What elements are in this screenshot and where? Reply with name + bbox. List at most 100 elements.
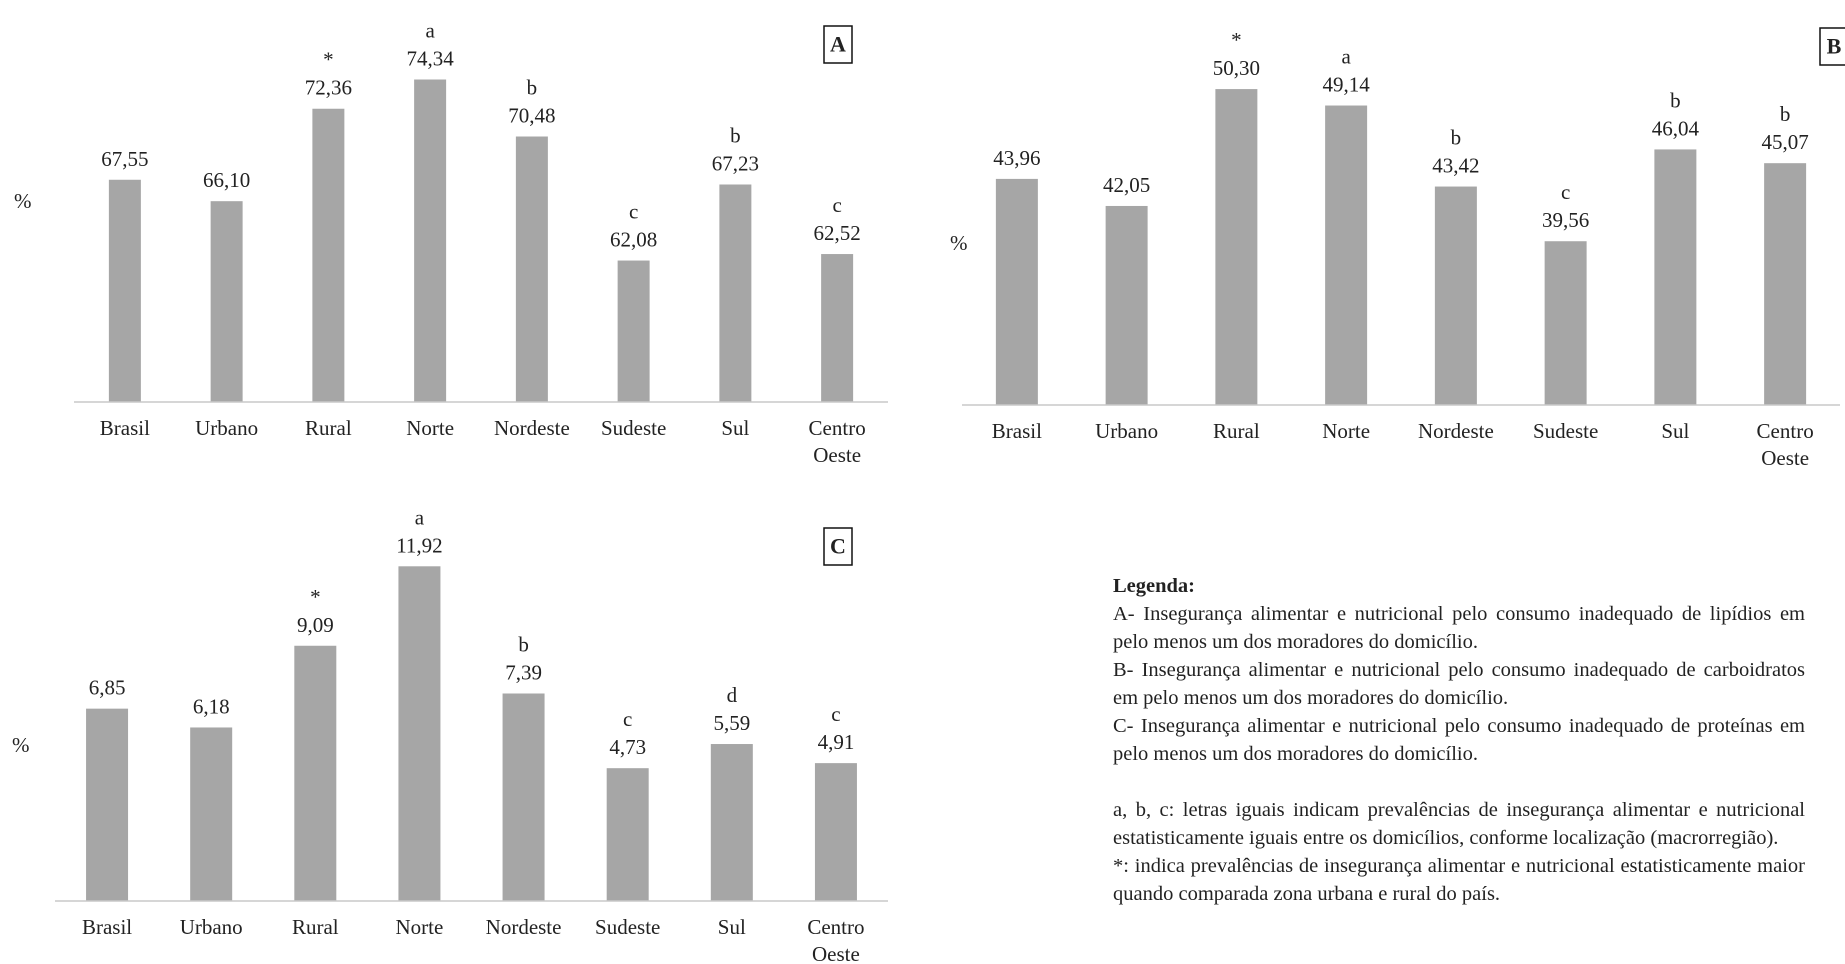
panel-label-box [823, 25, 853, 64]
bar [1325, 105, 1368, 406]
x-tick-label: Oeste [812, 942, 860, 964]
x-tick-label: Nordeste [494, 416, 570, 440]
significance-annotation: c [831, 702, 840, 726]
legend-line-b: B- Insegurança alimentar e nutricional p… [1113, 659, 1805, 709]
data-label: 62,52 [814, 221, 861, 245]
x-tick-label: Sudeste [601, 416, 666, 440]
significance-annotation: c [623, 707, 632, 731]
panel-label: A [830, 32, 846, 57]
x-tick-label: Sudeste [1533, 419, 1598, 443]
data-label: 6,85 [89, 676, 126, 700]
x-tick-label: Urbano [195, 416, 258, 440]
bar [1764, 163, 1807, 405]
chart-panel-c: % C 6,85 Brasil 6,18 Urbano 9,09 * Rural 11,92 a No… [0, 505, 900, 964]
x-tick-label: Oeste [813, 443, 861, 467]
data-label: 6,18 [193, 694, 230, 718]
x-tick-label: Norte [1322, 419, 1370, 443]
significance-annotation: c [629, 200, 638, 224]
data-label: 74,34 [407, 47, 455, 71]
legend-note-asterisk: *: indica prevalências de insegurança al… [1113, 855, 1805, 905]
bar [1215, 89, 1258, 405]
y-axis-label: % [14, 189, 32, 213]
data-label: 42,05 [1103, 173, 1150, 197]
y-axis-label: % [950, 231, 968, 255]
bar [294, 645, 337, 901]
data-label: 72,36 [305, 76, 352, 100]
data-label: 62,08 [610, 228, 657, 252]
data-label: 5,59 [713, 711, 750, 735]
x-tick-label: Rural [305, 416, 352, 440]
data-label: 39,56 [1542, 208, 1589, 232]
data-label: 4,91 [818, 730, 855, 754]
data-label: 49,14 [1323, 73, 1371, 97]
data-label: 70,48 [508, 104, 555, 128]
significance-annotation: * [310, 585, 321, 609]
bar [719, 184, 752, 402]
legend-line-c: C- Insegurança alimentar e nutricional p… [1113, 715, 1805, 765]
bar [312, 108, 345, 403]
data-label: 50,30 [1213, 56, 1260, 80]
x-tick-label: Norte [406, 416, 454, 440]
bar [86, 708, 129, 901]
significance-annotation: b [1451, 126, 1462, 150]
panel-label: C [830, 534, 846, 559]
data-label: 46,04 [1652, 116, 1700, 140]
bar [710, 744, 753, 901]
significance-annotation: b [730, 123, 741, 147]
x-tick-label: Centro [1757, 419, 1814, 443]
significance-annotation: * [323, 48, 334, 72]
bar [606, 768, 649, 901]
x-tick-label: Nordeste [486, 915, 562, 939]
legend-line-a: A- Insegurança alimentar e nutricional p… [1113, 603, 1805, 653]
bar [210, 201, 243, 402]
significance-annotation: a [425, 19, 435, 43]
legend-title: Legenda: [1113, 575, 1195, 597]
bar-chart-a: % A 67,55 Brasil 66,10 Urbano 72,36 * Rural 74,34… [14, 19, 888, 467]
data-label: 43,42 [1432, 154, 1479, 178]
bar [1544, 241, 1587, 405]
x-tick-label: Sul [718, 915, 746, 939]
legend-box: Legenda: A- Insegurança alimentar e nutr… [1113, 572, 1805, 908]
x-tick-label: Rural [1213, 419, 1260, 443]
bar [414, 79, 447, 403]
data-label: 4,73 [609, 735, 646, 759]
chart-panel-b: % B 43,96 Brasil 42,05 Urbano 50,30 * Rural 49,14… [940, 0, 1845, 475]
bar-chart-b: % B 43,96 Brasil 42,05 Urbano 50,30 * Rural 49,14… [950, 27, 1845, 470]
panel-label-box [1819, 27, 1845, 66]
significance-annotation: b [1780, 102, 1791, 126]
x-tick-label: Rural [292, 915, 339, 939]
significance-annotation: a [415, 505, 425, 529]
x-tick-label: Brasil [82, 915, 132, 939]
data-label: 67,23 [712, 151, 759, 175]
legend-spacer [1113, 768, 1805, 796]
x-tick-label: Urbano [1095, 419, 1158, 443]
x-tick-label: Sul [721, 416, 749, 440]
x-tick-label: Urbano [180, 915, 243, 939]
bar [1105, 205, 1148, 405]
significance-annotation: b [518, 632, 529, 656]
bar [190, 727, 233, 901]
x-tick-label: Brasil [100, 416, 150, 440]
bar [821, 254, 854, 402]
x-tick-label: Oeste [1761, 446, 1809, 470]
bar [814, 763, 857, 901]
significance-annotation: c [832, 193, 841, 217]
significance-annotation: b [527, 76, 538, 100]
bar [1654, 149, 1697, 405]
y-axis-label: % [12, 733, 30, 757]
x-tick-label: Norte [396, 915, 444, 939]
bar [515, 136, 548, 402]
significance-annotation: a [1341, 45, 1351, 69]
bar [108, 179, 141, 402]
data-label: 9,09 [297, 613, 334, 637]
bar [1434, 186, 1477, 405]
x-tick-label: Sul [1661, 419, 1689, 443]
data-label: 43,96 [993, 146, 1040, 170]
x-tick-label: Nordeste [1418, 419, 1494, 443]
bar [398, 566, 441, 901]
data-label: 67,55 [101, 147, 148, 171]
bar-chart-c: % C 6,85 Brasil 6,18 Urbano 9,09 * Rural 11,92 a No… [12, 505, 888, 964]
panel-label: B [1827, 34, 1842, 59]
x-tick-label: Centro [809, 416, 866, 440]
bar [502, 693, 545, 901]
